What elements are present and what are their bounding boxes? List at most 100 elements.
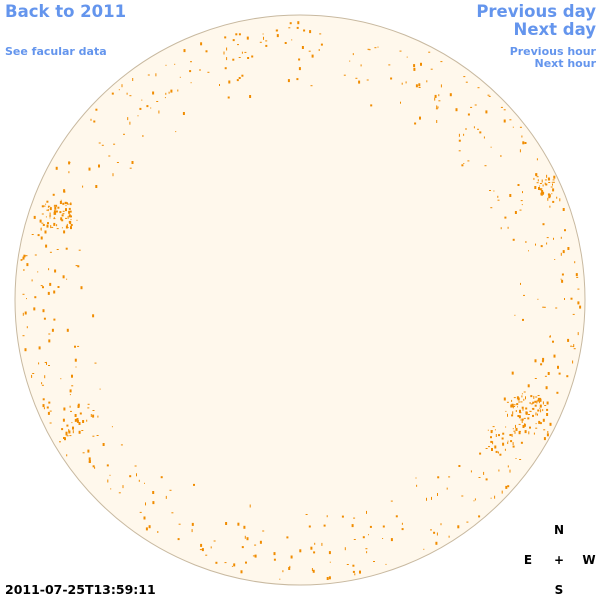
facula-dot bbox=[512, 428, 514, 430]
facula-dot bbox=[492, 441, 494, 445]
facula-dot bbox=[33, 307, 36, 311]
facula-dot bbox=[55, 166, 58, 170]
facula-dot bbox=[490, 440, 493, 443]
facula-dot bbox=[542, 223, 545, 226]
next-day-link[interactable]: Next day bbox=[513, 20, 596, 39]
facula-dot bbox=[66, 424, 69, 427]
facula-dot bbox=[249, 504, 251, 508]
facula-dot bbox=[549, 205, 551, 208]
facula-dot bbox=[533, 177, 535, 180]
facula-dot bbox=[76, 419, 79, 423]
facula-dot bbox=[65, 247, 68, 250]
facula-dot bbox=[517, 406, 518, 408]
previous-day-link[interactable]: Previous day bbox=[476, 2, 596, 21]
see-facular-data-link[interactable]: See facular data bbox=[5, 45, 107, 58]
facula-dot bbox=[207, 71, 210, 73]
facula-dot bbox=[24, 348, 27, 352]
facula-dot bbox=[529, 426, 531, 429]
facula-dot bbox=[78, 430, 81, 434]
facula-dot bbox=[534, 400, 537, 403]
facula-dot bbox=[158, 110, 160, 114]
facula-dot bbox=[551, 181, 553, 183]
facula-dot bbox=[461, 495, 464, 497]
facula-dot bbox=[34, 296, 37, 299]
facula-dot bbox=[518, 430, 521, 432]
facula-dot bbox=[262, 530, 265, 532]
facula-dot bbox=[126, 92, 128, 95]
facula-dot bbox=[131, 161, 134, 164]
facula-dot bbox=[20, 259, 22, 261]
facula-dot bbox=[254, 554, 257, 558]
facula-dot bbox=[241, 51, 243, 54]
facula-dot bbox=[490, 146, 492, 148]
facula-dot bbox=[227, 96, 230, 99]
facula-dot bbox=[49, 207, 52, 211]
facula-dot bbox=[511, 399, 513, 402]
facula-dot bbox=[74, 418, 77, 422]
facula-dot bbox=[139, 107, 142, 110]
facula-dot bbox=[275, 29, 278, 32]
facula-dot bbox=[428, 51, 431, 53]
facula-dot bbox=[535, 243, 536, 246]
facula-dot bbox=[64, 437, 66, 441]
facula-dot bbox=[528, 431, 530, 435]
facula-dot bbox=[193, 483, 195, 486]
compass-south-label: S bbox=[554, 583, 564, 597]
facula-dot bbox=[470, 106, 473, 108]
facula-dot bbox=[483, 471, 485, 475]
facula-dot bbox=[437, 476, 440, 479]
facula-dot bbox=[70, 224, 73, 226]
facula-dot bbox=[147, 74, 150, 76]
next-hour-link[interactable]: Next hour bbox=[534, 57, 597, 70]
back-to-year-link[interactable]: Back to 2011 bbox=[5, 2, 127, 21]
facula-dot bbox=[546, 401, 549, 405]
facula-dot bbox=[70, 219, 72, 221]
facula-dot bbox=[522, 191, 523, 194]
facula-dot bbox=[43, 205, 46, 207]
facula-dot bbox=[238, 33, 241, 36]
facula-dot bbox=[494, 429, 496, 431]
facula-dot bbox=[517, 184, 520, 186]
facula-dot bbox=[312, 569, 315, 573]
facula-dot bbox=[129, 121, 131, 125]
facula-dot bbox=[433, 531, 436, 534]
facula-dot bbox=[474, 104, 477, 106]
facula-dot bbox=[81, 430, 84, 431]
facula-dot bbox=[502, 432, 505, 435]
facula-dot bbox=[534, 186, 537, 189]
facula-dot bbox=[65, 205, 67, 207]
facula-dot bbox=[416, 484, 418, 487]
facula-dot bbox=[511, 371, 514, 375]
facula-dot bbox=[527, 384, 530, 388]
previous-hour-link[interactable]: Previous hour bbox=[509, 45, 596, 58]
facula-dot bbox=[284, 42, 287, 44]
facula-dot bbox=[500, 155, 502, 157]
facula-dot bbox=[532, 414, 534, 417]
facula-dot bbox=[191, 522, 194, 526]
facula-dot bbox=[518, 401, 521, 403]
facula-dot bbox=[165, 92, 167, 95]
facula-dot bbox=[145, 527, 148, 531]
facula-dot bbox=[539, 422, 542, 425]
facula-dot bbox=[553, 175, 556, 179]
facula-dot bbox=[308, 525, 311, 528]
facula-dot bbox=[414, 122, 417, 125]
facula-dot bbox=[46, 406, 49, 409]
facula-dot bbox=[289, 565, 291, 568]
facula-dot bbox=[46, 361, 47, 365]
facula-dot bbox=[43, 317, 46, 320]
facula-dot bbox=[576, 276, 579, 278]
facula-dot bbox=[175, 131, 177, 133]
facula-dot bbox=[556, 391, 559, 394]
facula-dot bbox=[523, 417, 526, 419]
facula-dot bbox=[51, 226, 54, 228]
facula-dot bbox=[401, 82, 403, 85]
facula-dot bbox=[92, 465, 95, 468]
facula-dot bbox=[252, 555, 255, 557]
facula-dot bbox=[541, 179, 543, 183]
facula-dot bbox=[40, 236, 43, 240]
facula-dot bbox=[191, 529, 193, 533]
facula-dot bbox=[507, 413, 508, 417]
facula-dot bbox=[49, 251, 52, 253]
facula-dot bbox=[63, 230, 66, 234]
